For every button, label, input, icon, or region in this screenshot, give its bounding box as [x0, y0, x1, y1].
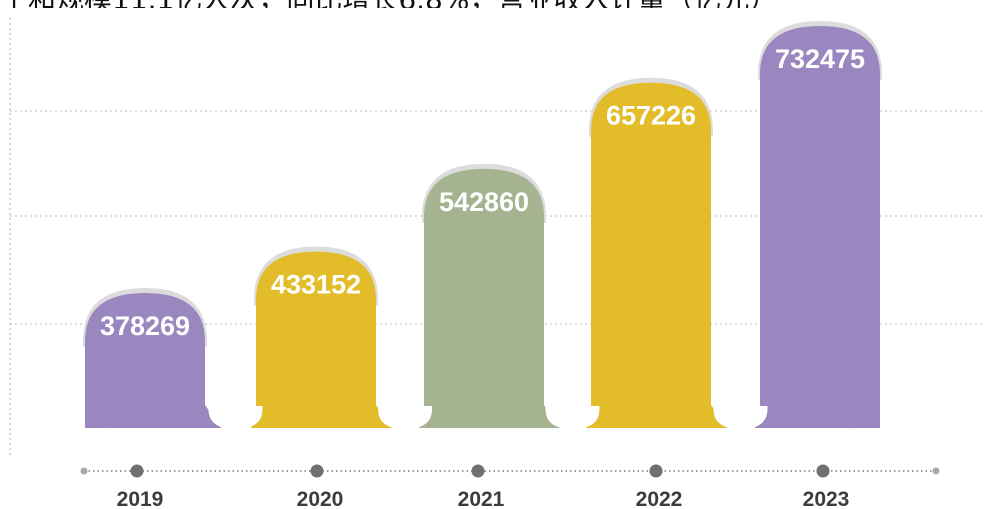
timeline-marker	[471, 464, 485, 478]
timeline-end-dot	[932, 467, 940, 475]
bar-gap-cutout	[208, 406, 263, 429]
value-label: 542860	[439, 187, 529, 217]
bar-gap-cutout	[378, 406, 432, 429]
bar-base	[85, 405, 221, 428]
bar	[591, 82, 711, 407]
timeline-marker	[130, 464, 144, 478]
header-text: 了和规模11.1亿人次，同比增长6.8%，营业收入计量（亿元）	[0, 0, 990, 8]
bar-base	[251, 405, 392, 428]
bar	[424, 168, 544, 407]
bar-base	[419, 405, 560, 428]
x-tick-label: 2022	[636, 488, 683, 509]
bar-gap-cutout	[713, 406, 768, 429]
bar	[85, 293, 205, 407]
timeline-end-dot	[80, 467, 88, 475]
timeline-marker	[649, 464, 663, 478]
value-label: 732475	[775, 44, 865, 74]
value-label: 657226	[606, 101, 696, 131]
timeline-marker	[310, 464, 324, 478]
timeline-axis: 2019 2020 2021 2022 2023	[80, 464, 940, 509]
bars: 378269 433152 542860 657226 732475	[83, 21, 882, 429]
x-tick-label: 2021	[458, 488, 505, 509]
x-tick-label: 2023	[803, 488, 850, 509]
value-label: 433152	[271, 270, 361, 300]
bar	[256, 251, 376, 407]
bar-base-end	[850, 405, 880, 429]
value-label: 378269	[100, 311, 190, 341]
bar-base	[755, 405, 880, 428]
timeline-marker	[816, 464, 830, 478]
bar-base-end	[85, 405, 115, 429]
bar	[760, 26, 880, 407]
bar-base	[586, 405, 727, 428]
bar-gap-cutout	[545, 406, 600, 429]
x-tick-label: 2020	[297, 488, 344, 509]
x-tick-label: 2019	[117, 488, 164, 509]
